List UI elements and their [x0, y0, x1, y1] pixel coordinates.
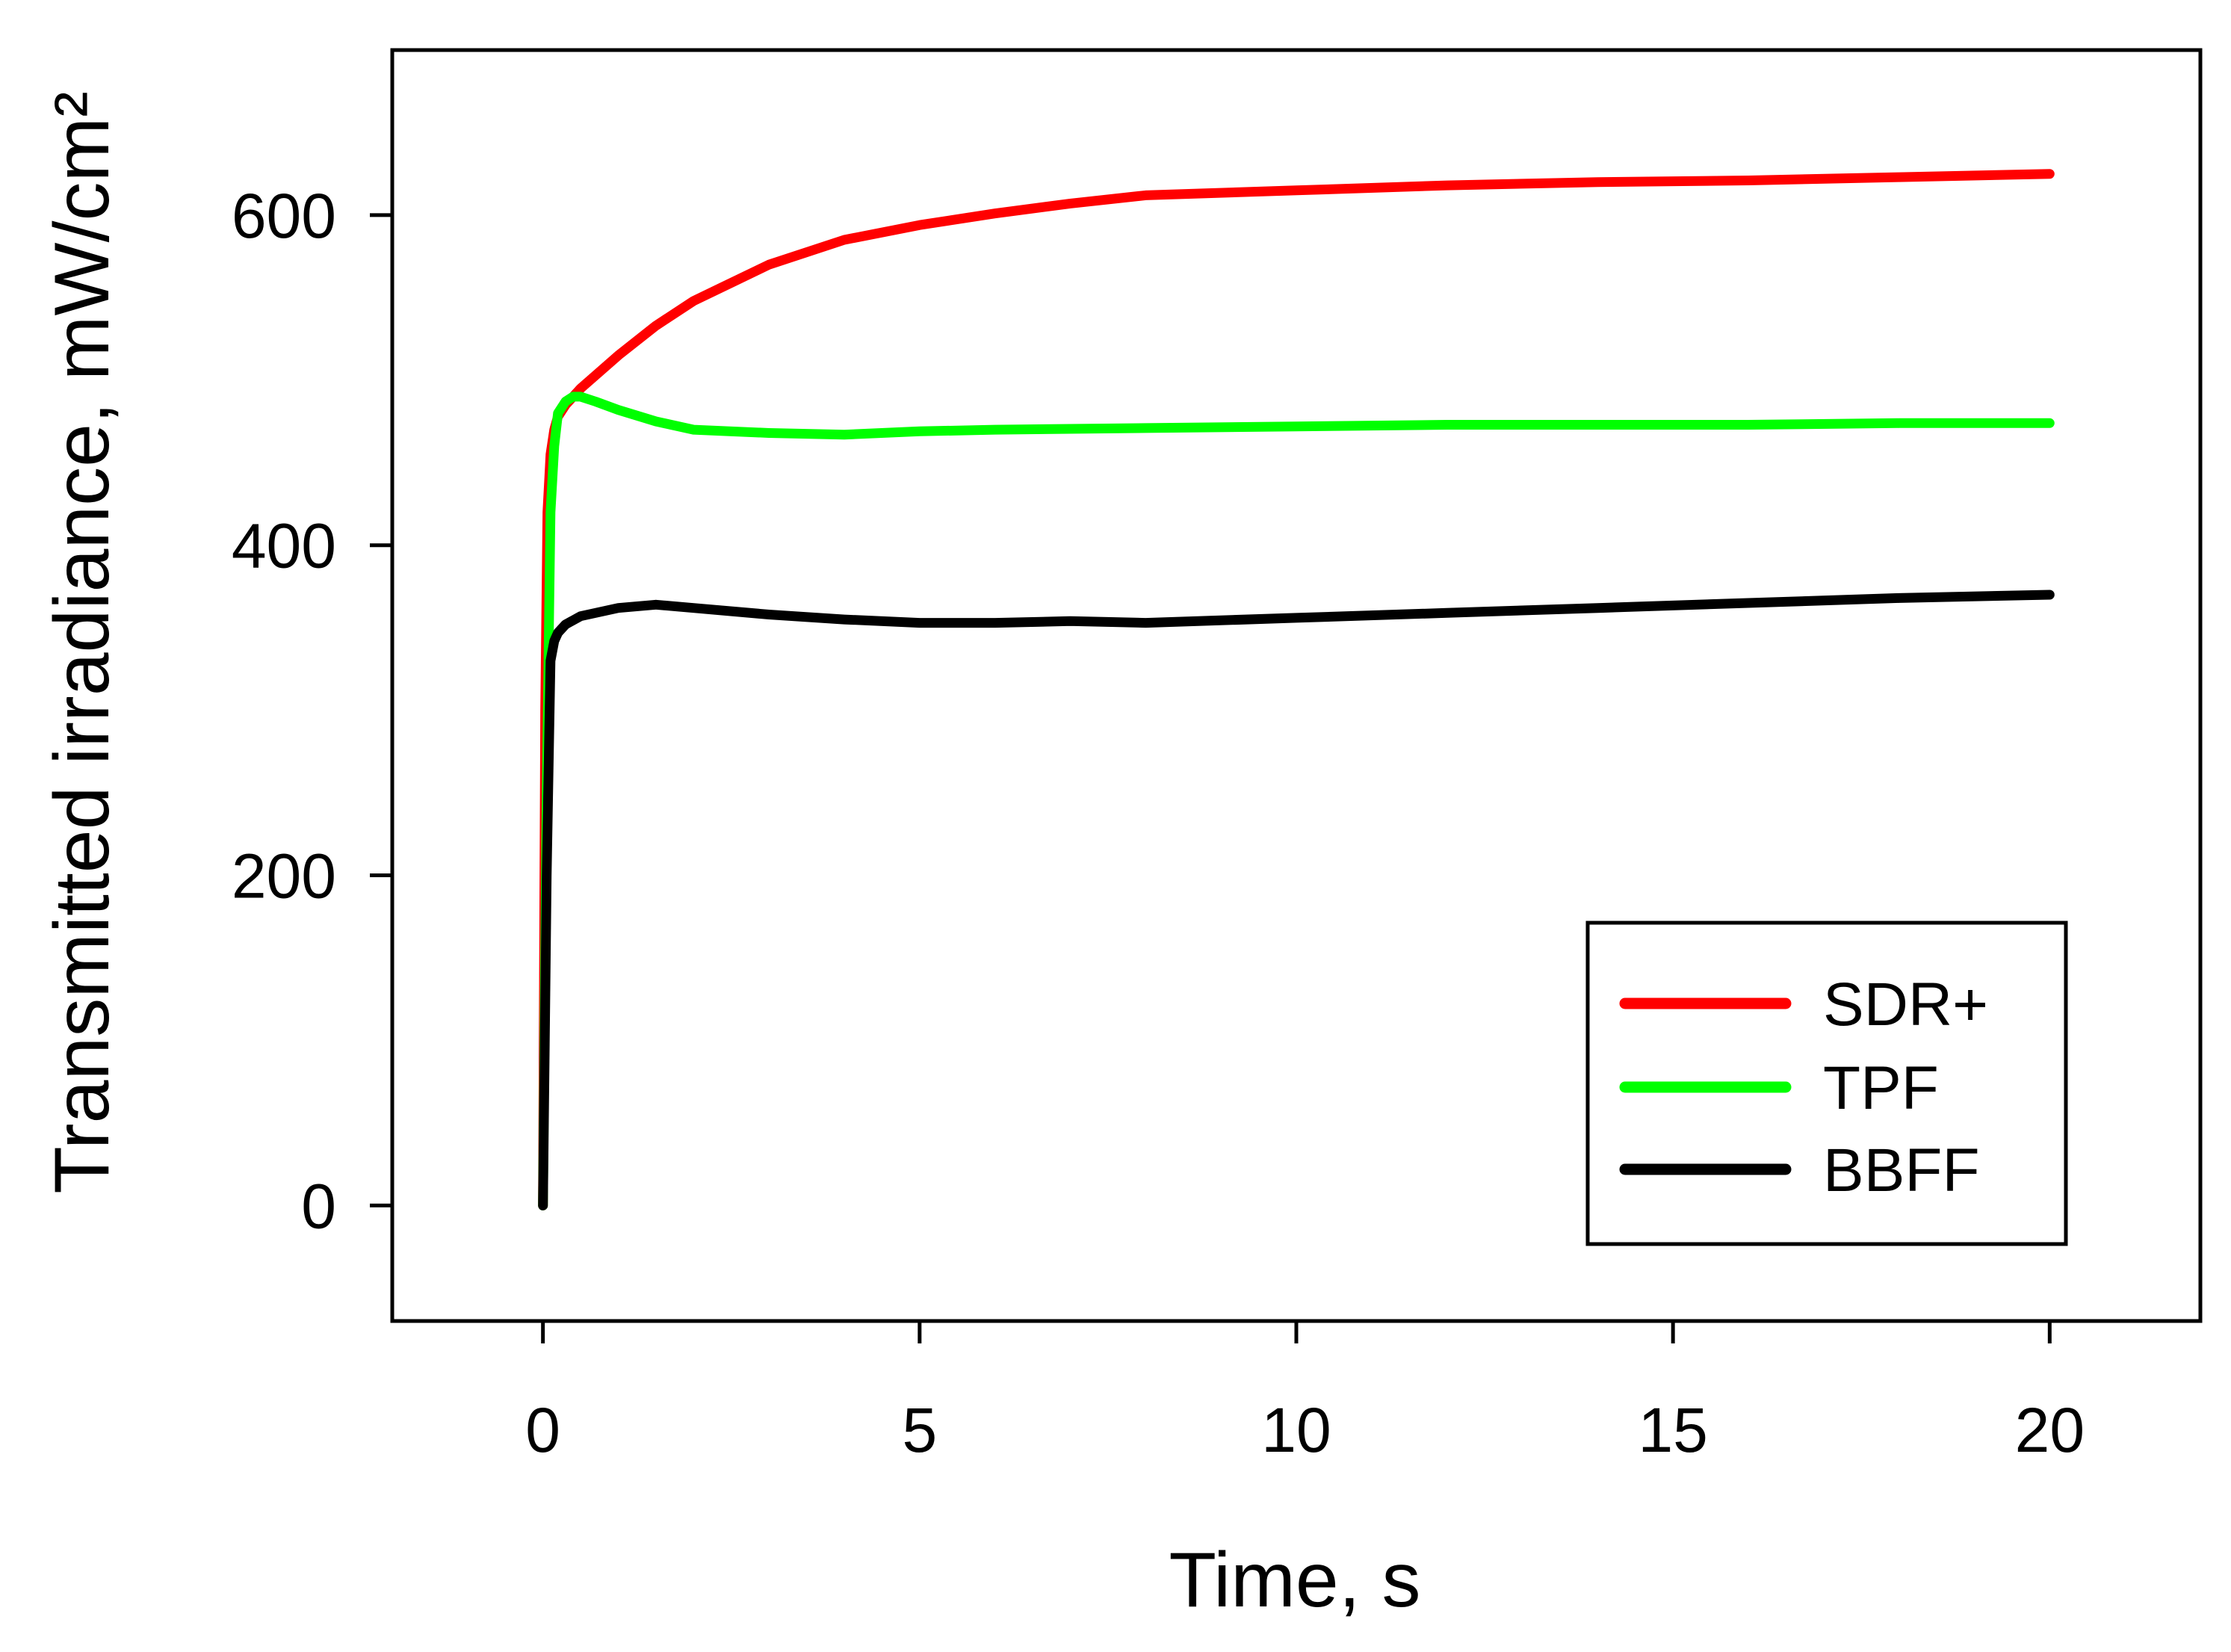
y-tick-label: 400	[232, 511, 336, 581]
legend-label: SDR+	[1823, 971, 1988, 1039]
y-tick-label: 0	[301, 1171, 336, 1241]
x-tick-label: 10	[1261, 1395, 1331, 1465]
x-axis-title: Time, s	[1169, 1537, 1420, 1624]
x-tick-label: 15	[1638, 1395, 1707, 1465]
x-tick-label: 5	[902, 1395, 937, 1465]
x-tick-label: 0	[525, 1395, 560, 1465]
y-tick-label: 200	[232, 841, 336, 912]
y-axis-title: Transmitted irradiance, mW/cm²	[39, 91, 126, 1194]
series-line-tpf	[538, 392, 2055, 1210]
x-tick-label: 20	[2015, 1395, 2085, 1465]
legend-label: TPF	[1823, 1054, 1939, 1122]
legend-label: BBFF	[1823, 1136, 1980, 1204]
series-line-bbff	[538, 590, 2055, 1210]
y-tick-label: 600	[232, 181, 336, 251]
